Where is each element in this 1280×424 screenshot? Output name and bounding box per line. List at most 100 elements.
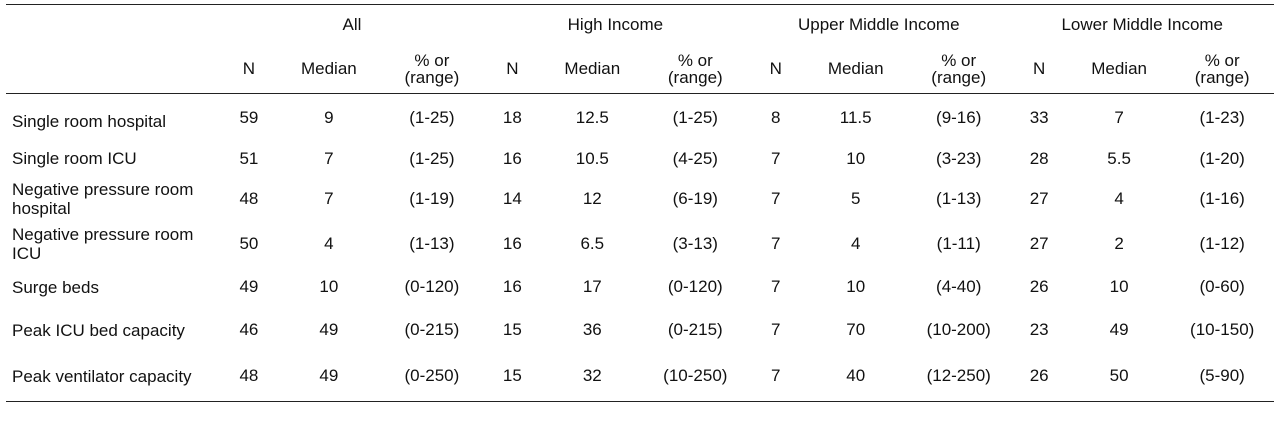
table-row: Single room hospital 59 9 (1-25) 18 12.5… xyxy=(6,94,1274,143)
cell-lower-range: (10-150) xyxy=(1190,320,1255,339)
col-header-range: % or (range) xyxy=(907,45,1011,94)
cell-lower-range: (1-23) xyxy=(1199,108,1245,127)
cell-all-median: 10 xyxy=(319,277,339,296)
group-header-row: All High Income Upper Middle Income Lowe… xyxy=(6,4,1274,45)
cell-lower-range: (5-90) xyxy=(1170,351,1274,402)
cell-lower-median: 10 xyxy=(1109,277,1129,296)
cell-lower-n: 28 xyxy=(1029,148,1049,168)
row-label: Negative pressure room ICU xyxy=(12,225,194,263)
table-row: Single room ICU 51 7 (1-25) 16 10.5 (4-2… xyxy=(6,142,1274,175)
cell-all-range: (1-25) xyxy=(409,108,455,127)
cell-lower-range: (1-20) xyxy=(1199,148,1245,168)
row-label: Peak ventilator capacity xyxy=(6,351,221,402)
cell-lower-range: (1-16) xyxy=(1199,189,1245,208)
cell-all-median: 49 xyxy=(319,320,339,339)
cell-upper-median: 10 xyxy=(846,148,866,168)
cell-high-n: 15 xyxy=(502,320,522,339)
cell-upper-range: (3-23) xyxy=(936,148,982,168)
cell-upper-n: 7 xyxy=(771,320,781,339)
cell-all-range: (0-215) xyxy=(404,320,460,339)
col-header-range: % or (range) xyxy=(1170,45,1274,94)
cell-all-median: 7 xyxy=(324,189,334,208)
group-header-all: All xyxy=(220,4,484,45)
cell-upper-n: 7 xyxy=(771,189,781,208)
corner-cell-sub xyxy=(6,45,220,94)
cell-upper-range: (4-40) xyxy=(936,277,982,296)
cell-upper-range: (9-16) xyxy=(936,108,982,127)
cell-lower-median: 2 xyxy=(1114,234,1124,253)
col-header-range-line1: % or xyxy=(677,51,713,70)
cell-all-range: (1-19) xyxy=(409,189,455,208)
cell-all-n: 51 xyxy=(239,148,259,168)
cell-all-range: (1-25) xyxy=(409,148,455,168)
cell-upper-range: (12-250) xyxy=(906,351,1011,402)
cell-high-range: (3-13) xyxy=(672,234,718,253)
cell-high-n: 16 xyxy=(502,277,522,296)
cell-upper-median: 10 xyxy=(846,277,866,296)
cell-lower-median: 4 xyxy=(1114,189,1124,208)
cell-lower-n: 33 xyxy=(1029,108,1049,127)
cell-high-median: 17 xyxy=(582,277,602,296)
table-row: Peak ventilator capacity 48 49 (0-250) 1… xyxy=(6,351,1274,402)
group-header-lower-middle-income: Lower Middle Income xyxy=(1010,4,1274,45)
col-header-n: N xyxy=(242,59,256,78)
col-header-range-line2: (range) xyxy=(1194,68,1250,87)
cell-all-median: 9 xyxy=(324,108,334,127)
cell-upper-n: 7 xyxy=(771,148,781,168)
col-header-median: Median xyxy=(300,59,357,78)
row-label: Surge beds xyxy=(12,277,99,297)
cell-upper-median: 5 xyxy=(850,189,861,208)
cell-upper-range: (1-13) xyxy=(936,189,982,208)
cell-lower-median: 50 xyxy=(1067,351,1171,402)
table-row: Peak ICU bed capacity 46 49 (0-215) 15 3… xyxy=(6,309,1274,351)
cell-lower-median: 5.5 xyxy=(1107,148,1131,168)
row-label: Single room ICU xyxy=(12,149,137,168)
cell-all-median: 49 xyxy=(277,351,381,402)
cell-high-range: (0-215) xyxy=(667,320,723,339)
cell-lower-range: (0-60) xyxy=(1199,277,1245,296)
cell-upper-n: 7 xyxy=(771,277,781,296)
cell-upper-median: 70 xyxy=(846,320,866,339)
cell-upper-n: 7 xyxy=(771,234,781,253)
cell-high-range: (1-25) xyxy=(672,108,718,127)
cell-high-median: 12.5 xyxy=(575,108,609,127)
col-header-range-line1: % or xyxy=(941,51,977,70)
cell-lower-n: 26 xyxy=(1029,277,1049,296)
cell-high-range: (0-120) xyxy=(667,277,723,296)
cell-high-median: 32 xyxy=(541,351,644,402)
cell-upper-median: 11.5 xyxy=(839,108,872,127)
col-header-range: % or (range) xyxy=(644,45,748,94)
cell-high-n: 18 xyxy=(502,108,522,127)
sub-header-row: N Median % or (range) N Median % or (range… xyxy=(6,45,1274,94)
table-row: Negative pressure room hospital 48 7 (1-… xyxy=(6,175,1274,223)
table-row: Surge beds 49 10 (0-120) 16 17 (0-120) 7… xyxy=(6,265,1274,309)
cell-all-n: 49 xyxy=(239,277,259,296)
cell-high-range: (4-25) xyxy=(672,148,718,168)
data-table: All High Income Upper Middle Income Lowe… xyxy=(6,4,1274,402)
cell-lower-range: (1-12) xyxy=(1199,234,1245,253)
cell-all-n: 48 xyxy=(220,351,278,402)
col-header-range-line2: (range) xyxy=(931,68,987,87)
cell-high-range: (6-19) xyxy=(672,189,718,208)
cell-all-n: 50 xyxy=(239,234,259,253)
col-header-median: Median xyxy=(564,59,621,78)
row-label: Negative pressure room hospital xyxy=(12,180,194,218)
col-header-range-line2: (range) xyxy=(667,68,723,87)
cell-upper-median: 4 xyxy=(850,234,861,253)
cell-upper-median: 40 xyxy=(804,351,907,402)
col-header-range: % or (range) xyxy=(380,45,484,94)
col-header-n: N xyxy=(769,59,782,78)
col-header-range-line1: % or xyxy=(1204,51,1240,70)
col-header-median: Median xyxy=(1091,59,1147,78)
cell-high-n: 15 xyxy=(483,351,542,402)
cell-high-n: 16 xyxy=(502,234,522,253)
cell-all-n: 46 xyxy=(239,320,259,339)
col-header-n: N xyxy=(1033,59,1046,78)
cell-all-range: (1-13) xyxy=(409,234,455,253)
corner-cell xyxy=(6,4,221,45)
row-label: Peak ICU bed capacity xyxy=(12,320,185,340)
cell-high-median: 12 xyxy=(582,189,602,208)
cell-upper-range: (10-200) xyxy=(926,320,991,339)
group-header-upper-middle-income: Upper Middle Income xyxy=(747,4,1011,45)
